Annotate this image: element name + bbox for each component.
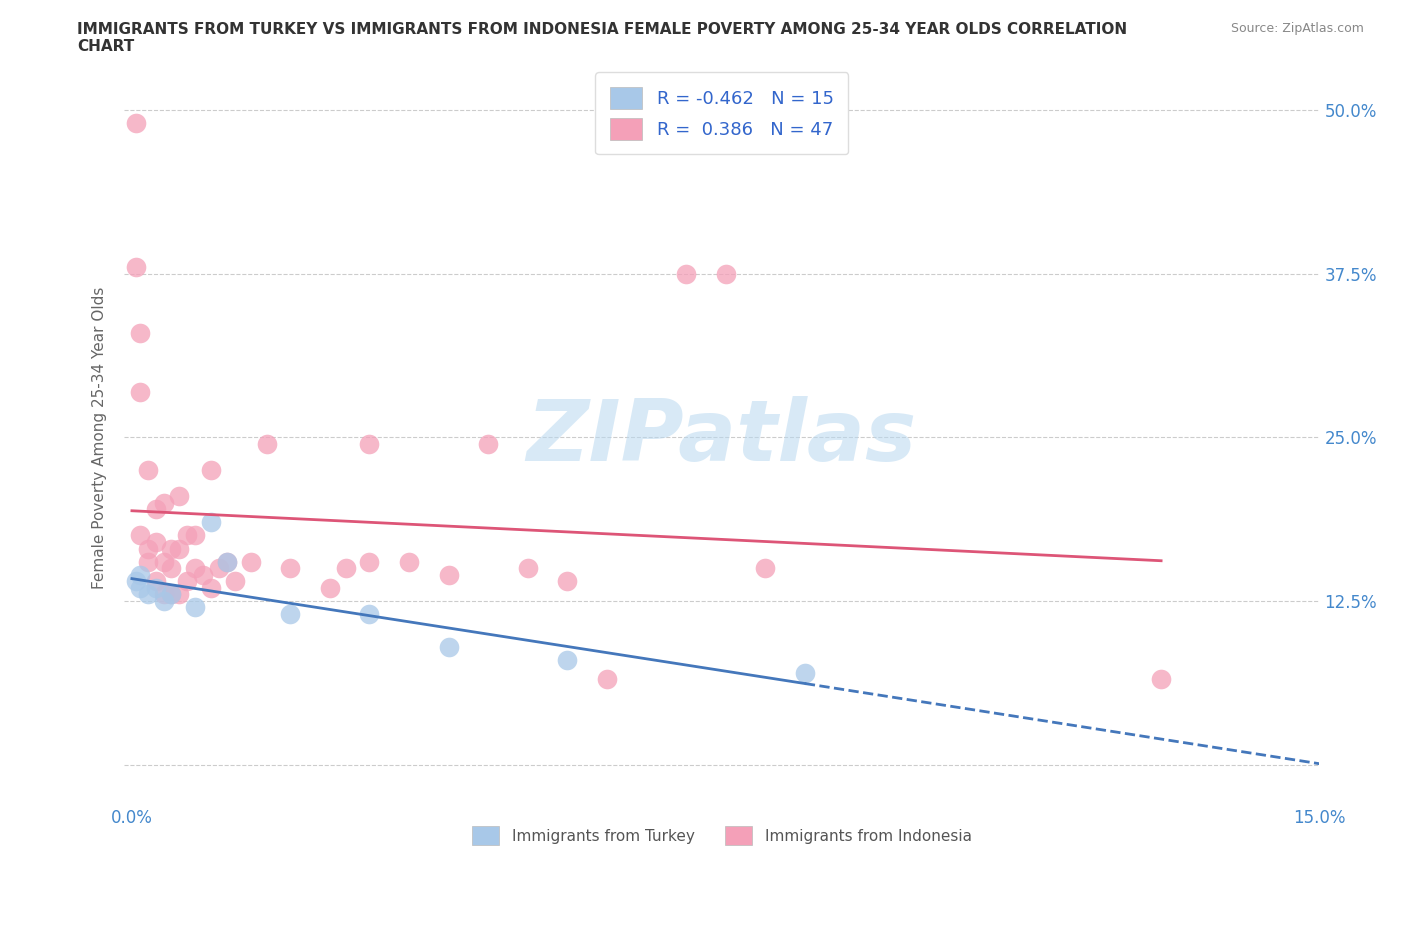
Point bbox=[184, 561, 207, 576]
Point bbox=[200, 462, 222, 477]
Point bbox=[128, 384, 150, 399]
Point bbox=[160, 541, 183, 556]
Point bbox=[125, 259, 148, 274]
Point bbox=[145, 580, 167, 595]
Point bbox=[596, 672, 619, 687]
Point bbox=[160, 587, 183, 602]
Point bbox=[128, 567, 150, 582]
Point bbox=[152, 496, 174, 511]
Point bbox=[675, 266, 697, 281]
Point bbox=[176, 528, 198, 543]
Point bbox=[335, 561, 357, 576]
Point bbox=[136, 554, 159, 569]
Point bbox=[359, 606, 381, 621]
Point bbox=[215, 554, 238, 569]
Point bbox=[359, 554, 381, 569]
Point bbox=[239, 554, 262, 569]
Text: Source: ZipAtlas.com: Source: ZipAtlas.com bbox=[1230, 22, 1364, 35]
Point bbox=[152, 593, 174, 608]
Point bbox=[215, 554, 238, 569]
Point bbox=[437, 567, 460, 582]
Point bbox=[152, 554, 174, 569]
Point bbox=[359, 436, 381, 451]
Point bbox=[477, 436, 499, 451]
Point bbox=[176, 574, 198, 589]
Point bbox=[793, 666, 815, 681]
Point bbox=[125, 574, 148, 589]
Point bbox=[128, 580, 150, 595]
Point bbox=[256, 436, 278, 451]
Point bbox=[128, 528, 150, 543]
Point bbox=[145, 574, 167, 589]
Point bbox=[160, 561, 183, 576]
Point bbox=[319, 580, 342, 595]
Text: IMMIGRANTS FROM TURKEY VS IMMIGRANTS FROM INDONESIA FEMALE POVERTY AMONG 25-34 Y: IMMIGRANTS FROM TURKEY VS IMMIGRANTS FRO… bbox=[77, 22, 1128, 37]
Point bbox=[208, 561, 231, 576]
Point bbox=[714, 266, 737, 281]
Point bbox=[191, 567, 214, 582]
Point bbox=[169, 541, 191, 556]
Point bbox=[184, 600, 207, 615]
Point bbox=[557, 653, 579, 668]
Point bbox=[437, 639, 460, 654]
Point bbox=[169, 489, 191, 504]
Legend: Immigrants from Turkey, Immigrants from Indonesia: Immigrants from Turkey, Immigrants from … bbox=[465, 820, 977, 851]
Point bbox=[160, 587, 183, 602]
Point bbox=[398, 554, 420, 569]
Text: CHART: CHART bbox=[77, 39, 135, 54]
Point bbox=[200, 580, 222, 595]
Y-axis label: Female Poverty Among 25-34 Year Olds: Female Poverty Among 25-34 Year Olds bbox=[93, 286, 107, 589]
Point bbox=[516, 561, 538, 576]
Point bbox=[136, 587, 159, 602]
Point bbox=[125, 115, 148, 130]
Point bbox=[145, 502, 167, 517]
Point bbox=[224, 574, 246, 589]
Point bbox=[169, 587, 191, 602]
Point bbox=[200, 515, 222, 530]
Point bbox=[754, 561, 776, 576]
Point bbox=[145, 535, 167, 550]
Point bbox=[184, 528, 207, 543]
Point bbox=[136, 462, 159, 477]
Point bbox=[128, 326, 150, 340]
Point bbox=[278, 606, 301, 621]
Point bbox=[557, 574, 579, 589]
Point bbox=[1150, 672, 1173, 687]
Point bbox=[136, 541, 159, 556]
Point bbox=[278, 561, 301, 576]
Text: ZIPatlas: ZIPatlas bbox=[527, 396, 917, 479]
Point bbox=[152, 587, 174, 602]
